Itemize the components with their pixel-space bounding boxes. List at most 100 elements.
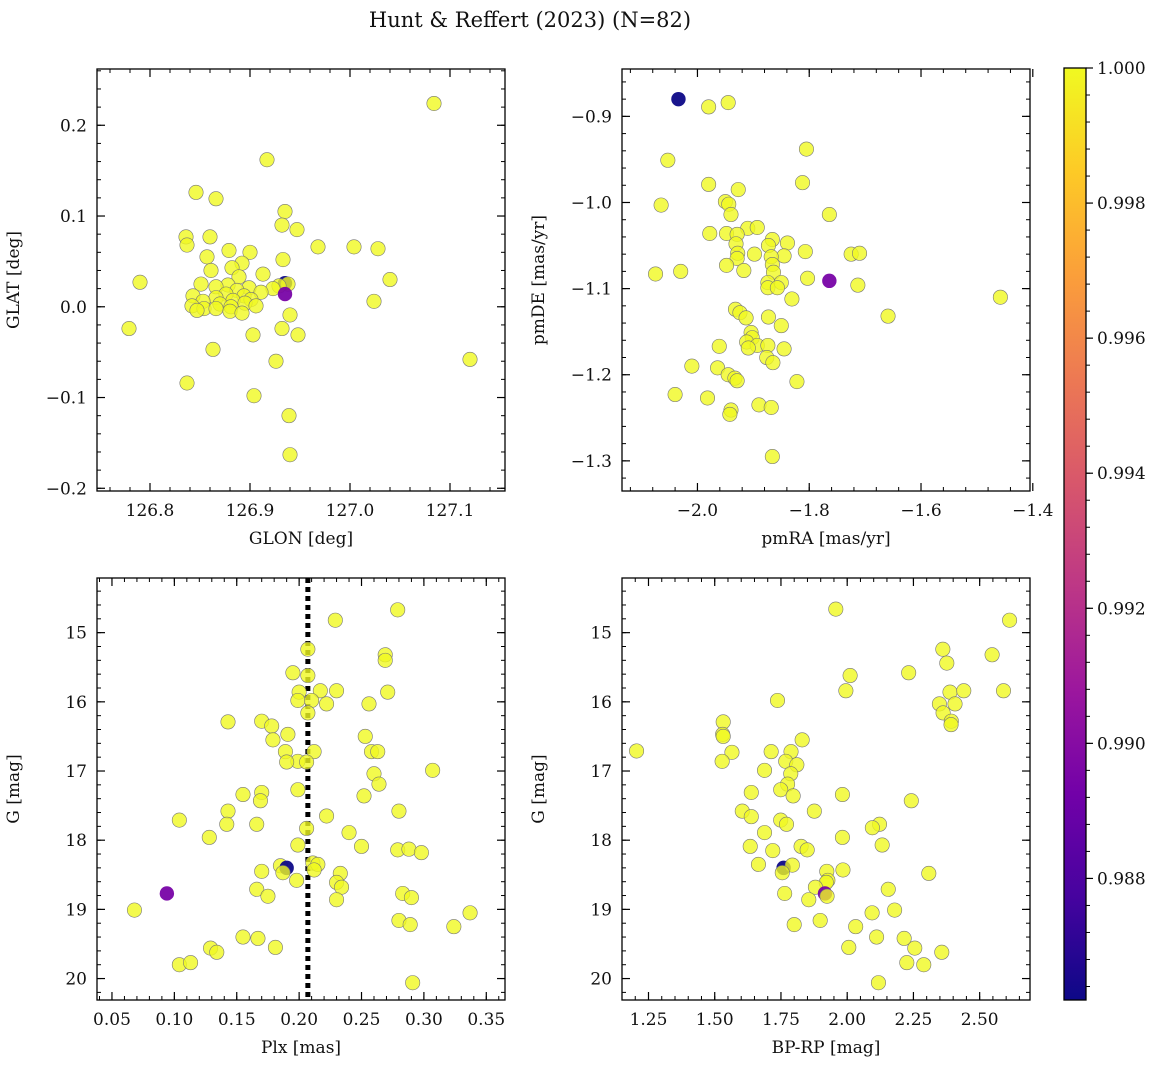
y-tick-label: 19 bbox=[590, 900, 612, 920]
scatter-point bbox=[356, 788, 372, 804]
scatter-point bbox=[354, 838, 370, 854]
scatter-point bbox=[245, 327, 261, 343]
scatter-point bbox=[327, 612, 343, 628]
scatter-point bbox=[996, 683, 1012, 699]
scatter-point bbox=[934, 944, 950, 960]
scatter-point bbox=[852, 245, 868, 261]
scatter-point bbox=[319, 808, 335, 824]
scatter-point bbox=[280, 726, 296, 742]
scatter-point bbox=[702, 225, 718, 241]
x-tick-label: 0.15 bbox=[218, 1010, 256, 1030]
scatter-point bbox=[776, 248, 792, 264]
scatter-point bbox=[259, 152, 275, 168]
scatter-point bbox=[736, 263, 752, 279]
scatter-point bbox=[773, 782, 789, 798]
scatter-point bbox=[370, 241, 386, 257]
scatter-point bbox=[784, 291, 800, 307]
scatter-point bbox=[719, 257, 735, 273]
colorbar-tick-label: 1.000 bbox=[1097, 59, 1146, 79]
scatter-point bbox=[274, 217, 290, 233]
scatter-point bbox=[171, 812, 187, 828]
scatter-point bbox=[773, 318, 789, 334]
scatter-point bbox=[795, 175, 811, 191]
scatter-point bbox=[765, 355, 781, 371]
y-tick-label: −0.1 bbox=[46, 389, 87, 409]
scatter-points bbox=[648, 91, 1008, 465]
scatter-point bbox=[784, 857, 800, 873]
scatter-point bbox=[402, 917, 418, 933]
scatter-point bbox=[812, 912, 828, 928]
scatter-point bbox=[329, 892, 345, 908]
scatter-point bbox=[774, 865, 790, 881]
scatter-point bbox=[746, 246, 762, 262]
scatter-point bbox=[202, 229, 218, 245]
scatter-point bbox=[765, 843, 781, 859]
figure-title: Hunt & Reffert (2023) (N=82) bbox=[368, 8, 692, 32]
x-tick-label: 0.20 bbox=[280, 1010, 318, 1030]
scatter-point bbox=[769, 280, 785, 296]
scatter-point bbox=[290, 692, 306, 708]
axes-frame bbox=[96, 577, 506, 1001]
y-tick-label: 16 bbox=[65, 693, 87, 713]
scatter-point bbox=[943, 717, 959, 733]
scatter-point bbox=[310, 239, 326, 255]
scatter-point bbox=[290, 782, 306, 798]
x-axis-label: BP-RP [mag] bbox=[772, 1038, 881, 1058]
scatter-point bbox=[290, 837, 306, 853]
x-tick-label: 126.9 bbox=[226, 501, 275, 521]
y-axis-label: G [mag] bbox=[4, 754, 24, 823]
scatter-point bbox=[835, 862, 851, 878]
scatter-points bbox=[121, 95, 478, 463]
scatter-point bbox=[760, 309, 776, 325]
scatter-point bbox=[740, 340, 756, 356]
scatter-point bbox=[710, 360, 726, 376]
scatter-point bbox=[794, 732, 810, 748]
scatter-point bbox=[850, 277, 866, 293]
x-tick-label: −1.4 bbox=[1012, 501, 1053, 521]
colorbar-tick-label: 0.996 bbox=[1097, 329, 1146, 349]
scatter-point bbox=[366, 293, 382, 309]
scatter-point bbox=[738, 310, 754, 326]
x-tick-label: 126.8 bbox=[126, 501, 175, 521]
scatter-point bbox=[246, 388, 262, 404]
scatter-point bbox=[751, 397, 767, 413]
scatter-point bbox=[921, 865, 937, 881]
x-tick-label: 0.35 bbox=[467, 1010, 505, 1030]
scatter-point bbox=[901, 665, 917, 681]
scatter-point bbox=[729, 373, 745, 389]
scatter-point bbox=[916, 957, 932, 973]
scatter-point bbox=[289, 222, 305, 238]
scatter-point bbox=[299, 754, 315, 770]
x-tick-label: 0.30 bbox=[405, 1010, 443, 1030]
scatter-point bbox=[401, 841, 417, 857]
scatter-point bbox=[742, 838, 758, 854]
y-tick-label: 17 bbox=[65, 762, 87, 782]
y-tick-label: 20 bbox=[590, 970, 612, 990]
y-axis-label: G [mag] bbox=[529, 754, 549, 823]
x-axis-label: Plx [mas] bbox=[261, 1038, 341, 1058]
scatter-point bbox=[629, 743, 645, 759]
scatter-point bbox=[750, 856, 766, 872]
scatter-point bbox=[159, 886, 175, 901]
scatter-point bbox=[242, 244, 258, 260]
scatter-point bbox=[789, 374, 805, 390]
scatter-point bbox=[199, 249, 215, 265]
scatter-point bbox=[671, 91, 686, 107]
scatter-point bbox=[828, 601, 844, 617]
scatter-point bbox=[838, 683, 854, 699]
colorbar-tick-label: 0.994 bbox=[1097, 464, 1146, 484]
y-tick-label: 15 bbox=[65, 624, 87, 644]
scatter-point bbox=[235, 929, 251, 945]
scatter-point bbox=[757, 762, 773, 778]
axes-frame bbox=[621, 68, 1031, 492]
scatter-point bbox=[220, 714, 236, 730]
scatter-point bbox=[254, 863, 270, 879]
scatter-point bbox=[869, 929, 885, 945]
scatter-point bbox=[208, 191, 224, 207]
y-tick-label: 16 bbox=[590, 693, 612, 713]
scatter-point bbox=[390, 602, 406, 618]
scatter-point bbox=[275, 252, 291, 268]
scatter-point bbox=[312, 683, 328, 699]
y-axis-label: pmDE [mas/yr] bbox=[529, 215, 549, 345]
scatter-point bbox=[201, 829, 217, 845]
